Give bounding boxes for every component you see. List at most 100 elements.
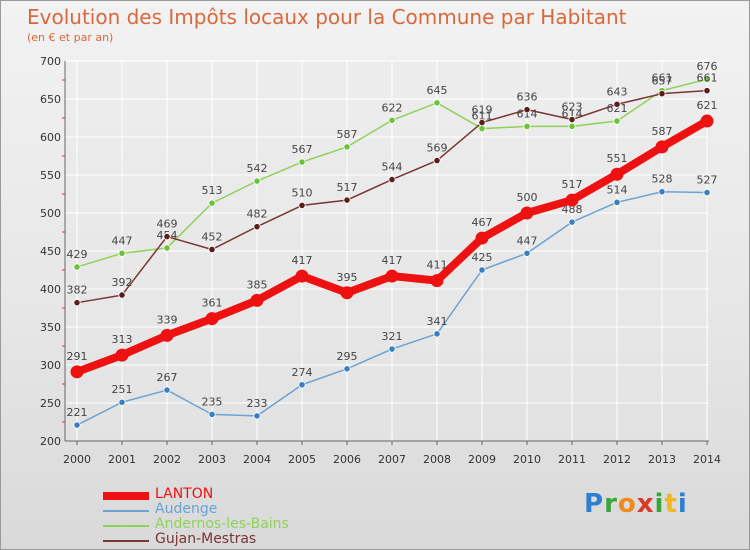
legend-swatch xyxy=(103,510,149,512)
logo-letter: i xyxy=(677,489,688,519)
data-point xyxy=(298,158,306,166)
logo-letter: t xyxy=(664,489,678,519)
data-point xyxy=(613,100,621,108)
x-tick-label: 2012 xyxy=(603,453,631,466)
data-point xyxy=(703,87,711,95)
data-point xyxy=(658,188,666,196)
data-point xyxy=(658,90,666,98)
data-label: 339 xyxy=(157,313,178,326)
data-point xyxy=(253,223,261,231)
data-point xyxy=(208,245,216,254)
data-label: 447 xyxy=(517,234,538,247)
data-point xyxy=(205,312,219,326)
data-label: 645 xyxy=(427,84,448,97)
data-label: 517 xyxy=(562,178,583,191)
logo-letter: r xyxy=(604,489,618,519)
data-point xyxy=(298,381,306,389)
data-point xyxy=(523,249,531,257)
data-point xyxy=(433,99,441,107)
data-label: 467 xyxy=(472,216,493,229)
data-label: 482 xyxy=(247,208,268,221)
data-point xyxy=(433,330,441,338)
data-label: 417 xyxy=(292,254,313,267)
data-point xyxy=(700,114,714,128)
data-label: 527 xyxy=(697,173,718,186)
data-label: 621 xyxy=(697,99,718,112)
data-point xyxy=(163,386,171,394)
data-label: 643 xyxy=(607,85,628,98)
data-label: 528 xyxy=(652,173,673,186)
data-label: 657 xyxy=(652,75,673,88)
x-tick-label: 2003 xyxy=(198,453,226,466)
legend-swatch xyxy=(103,525,149,527)
x-tick-label: 2010 xyxy=(513,453,541,466)
data-label: 251 xyxy=(112,383,133,396)
data-point xyxy=(475,231,489,245)
data-label: 321 xyxy=(382,330,403,343)
data-label: 425 xyxy=(472,251,493,264)
data-label: 291 xyxy=(67,350,88,363)
data-point xyxy=(568,218,576,226)
data-point xyxy=(703,75,711,83)
data-label: 544 xyxy=(382,161,403,174)
data-label: 382 xyxy=(67,284,88,297)
data-label: 611 xyxy=(472,110,493,123)
data-point xyxy=(478,125,486,133)
data-label: 587 xyxy=(652,125,673,138)
logo-letter: P xyxy=(584,489,605,519)
data-point xyxy=(565,193,579,207)
x-tick-label: 2007 xyxy=(378,453,406,466)
data-point xyxy=(118,291,126,299)
data-point xyxy=(655,140,669,154)
data-point xyxy=(253,412,261,420)
y-tick-label: 250 xyxy=(40,397,61,410)
y-tick-label: 400 xyxy=(40,283,61,296)
y-tick-label: 700 xyxy=(40,55,61,68)
y-tick-label: 650 xyxy=(40,93,61,106)
data-label: 676 xyxy=(697,60,718,73)
data-point xyxy=(703,188,711,197)
x-tick-label: 2005 xyxy=(288,453,316,466)
data-label: 636 xyxy=(517,91,538,104)
data-point xyxy=(340,286,354,300)
data-point xyxy=(163,244,171,252)
y-tick-label: 550 xyxy=(40,169,61,182)
data-point xyxy=(568,122,576,130)
y-tick-label: 300 xyxy=(40,359,61,372)
data-label: 411 xyxy=(427,259,448,272)
data-label: 500 xyxy=(517,191,538,204)
x-tick-label: 2004 xyxy=(243,453,271,466)
y-tick-label: 350 xyxy=(40,321,61,334)
data-point xyxy=(388,345,396,353)
logo-letter: o xyxy=(617,489,637,519)
data-point xyxy=(118,398,126,406)
data-point xyxy=(115,348,129,362)
legend-swatch xyxy=(103,492,149,500)
data-label: 295 xyxy=(337,350,358,363)
data-point xyxy=(343,143,351,151)
data-point xyxy=(298,201,306,209)
proxiti-logo: Proxiti xyxy=(584,489,688,519)
data-point xyxy=(523,122,531,130)
data-label: 267 xyxy=(157,371,178,384)
x-tick-label: 2001 xyxy=(108,453,136,466)
data-label: 621 xyxy=(607,102,628,115)
data-label: 567 xyxy=(292,143,313,156)
x-tick-label: 2002 xyxy=(153,453,181,466)
data-label: 341 xyxy=(427,315,448,328)
data-label: 587 xyxy=(337,128,358,141)
chart-title: Evolution des Impôts locaux pour la Comm… xyxy=(27,5,627,29)
data-label: 392 xyxy=(112,276,133,289)
legend-label: LANTON xyxy=(155,486,214,502)
data-point xyxy=(295,269,309,283)
data-point xyxy=(430,274,444,288)
x-tick-label: 2011 xyxy=(558,453,586,466)
data-label: 661 xyxy=(652,72,673,85)
data-point xyxy=(118,249,126,257)
data-point xyxy=(523,106,531,114)
data-label: 622 xyxy=(382,101,403,114)
data-label: 429 xyxy=(67,248,88,261)
data-point xyxy=(433,156,441,165)
data-label: 619 xyxy=(472,104,493,117)
